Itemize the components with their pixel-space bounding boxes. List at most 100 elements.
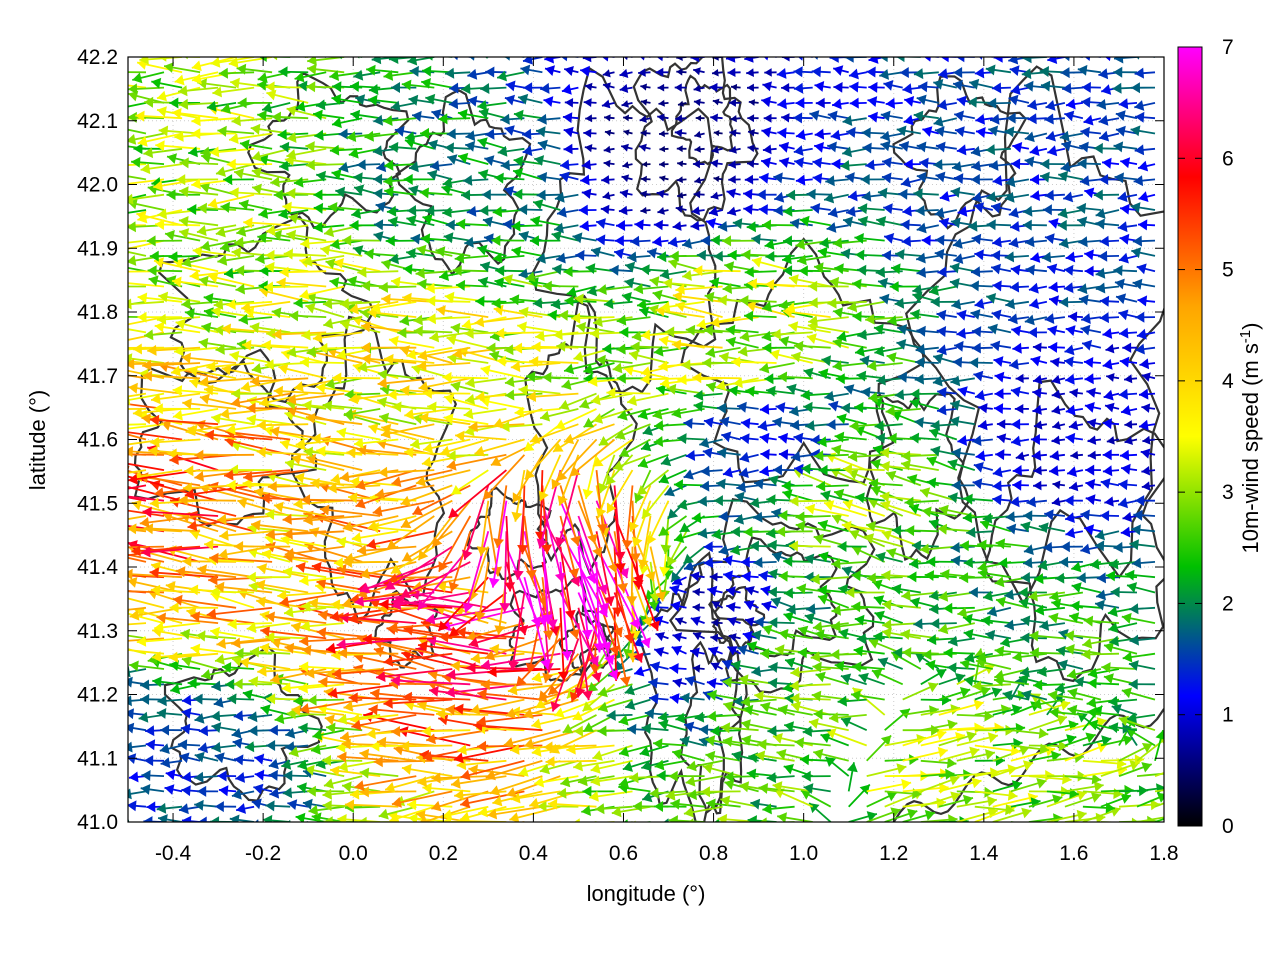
wind-arrow <box>1100 510 1120 522</box>
wind-arrow <box>1100 793 1132 808</box>
wind-arrow <box>1130 82 1156 94</box>
wind-arrow <box>553 329 597 341</box>
wind-arrow <box>1021 689 1048 701</box>
wind-arrow <box>431 772 489 784</box>
wind-arrow <box>233 754 255 766</box>
wind-arrow <box>996 433 1012 444</box>
wind-arrow <box>590 759 633 774</box>
wind-arrow <box>740 696 777 708</box>
wind-arrow <box>702 763 741 777</box>
wind-arrow <box>916 267 939 278</box>
wind-arrow <box>181 707 201 719</box>
wind-arrow <box>865 159 885 171</box>
wind-arrow <box>705 750 741 762</box>
wind-arrow <box>690 616 705 626</box>
wind-arrow <box>881 172 903 184</box>
wind-arrow <box>128 819 146 822</box>
wind-arrow <box>614 235 633 247</box>
wind-arrow <box>389 805 435 822</box>
wind-arrow <box>1065 325 1084 336</box>
wind-arrow <box>402 691 471 703</box>
wind-arrow <box>938 777 982 793</box>
wind-arrow <box>640 83 651 91</box>
wind-arrow <box>239 139 273 151</box>
wind-arrow <box>1063 264 1083 276</box>
wind-arrow <box>993 403 1011 414</box>
wind-arrow <box>1051 497 1066 507</box>
wind-arrow <box>1051 405 1066 415</box>
wind-arrow <box>1087 450 1101 460</box>
wind-arrow <box>1068 481 1084 492</box>
wind-arrow <box>916 171 939 183</box>
wind-arrow <box>977 419 993 431</box>
wind-arrow <box>760 448 777 460</box>
wind-arrow <box>676 145 687 153</box>
wind-arrow <box>561 57 579 62</box>
wind-arrow <box>298 722 327 734</box>
wind-arrow <box>514 406 561 418</box>
wind-arrow <box>128 362 129 363</box>
wind-arrow <box>700 786 741 798</box>
wind-arrow <box>535 126 561 138</box>
wind-arrow <box>1005 298 1030 310</box>
wind-arrow <box>262 814 291 822</box>
wind-arrow <box>180 723 201 735</box>
wind-arrow <box>663 818 687 822</box>
wind-arrow <box>383 115 417 126</box>
wind-arrow <box>212 86 255 98</box>
wind-arrow <box>332 668 399 679</box>
wind-arrow <box>840 673 867 686</box>
wind-arrow <box>1126 582 1156 594</box>
wind-arrow <box>1124 436 1138 445</box>
wind-arrow <box>779 157 795 168</box>
wind-arrow <box>312 729 345 741</box>
wind-arrow <box>1012 142 1030 153</box>
wind-arrow <box>194 751 219 763</box>
wind-arrow <box>981 615 1011 627</box>
wind-arrow <box>198 725 219 737</box>
wind-arrow <box>1027 113 1047 125</box>
wind-arrow <box>936 344 957 356</box>
wind-arrow <box>992 807 1032 822</box>
wind-arrow <box>1078 294 1102 306</box>
wind-arrow <box>179 752 201 764</box>
wind-arrow <box>1111 704 1138 716</box>
wind-arrow <box>746 83 759 92</box>
wind-arrow <box>879 491 921 503</box>
wind-arrow <box>221 662 255 673</box>
wind-arrow <box>938 746 980 762</box>
wind-arrow <box>318 676 381 688</box>
wind-arrow <box>634 219 651 231</box>
wind-arrow <box>920 768 955 780</box>
wind-arrow <box>551 821 579 822</box>
wind-arrow <box>793 145 813 156</box>
wind-arrow <box>194 449 255 461</box>
wind-arrow <box>1065 432 1084 444</box>
wind-arrow <box>968 220 993 232</box>
wind-arrow <box>197 816 219 822</box>
wind-arrow <box>1132 278 1156 290</box>
wind-arrow <box>994 371 1012 383</box>
wind-arrow <box>880 110 903 122</box>
wind-arrow <box>1032 404 1048 415</box>
wind-arrow <box>1083 114 1102 126</box>
wind-arrow <box>481 189 507 201</box>
x-tick-label: 1.6 <box>1059 842 1088 865</box>
wind-arrow <box>938 794 974 808</box>
wind-arrow <box>824 390 849 402</box>
wind-arrow <box>685 775 723 787</box>
wind-arrow <box>1085 478 1102 490</box>
wind-arrow <box>1031 698 1066 710</box>
wind-arrow <box>160 757 183 769</box>
wind-arrow <box>460 759 525 781</box>
wind-arrow <box>973 462 994 473</box>
wind-arrow <box>623 819 651 822</box>
wind-arrow <box>470 698 525 715</box>
wind-arrow <box>659 161 669 168</box>
wind-arrow <box>580 65 597 77</box>
wind-arrow <box>826 222 849 233</box>
wind-arrow <box>748 99 759 106</box>
wind-arrow <box>679 736 705 747</box>
wind-arrow <box>344 799 399 811</box>
wind-arrow <box>681 359 723 371</box>
